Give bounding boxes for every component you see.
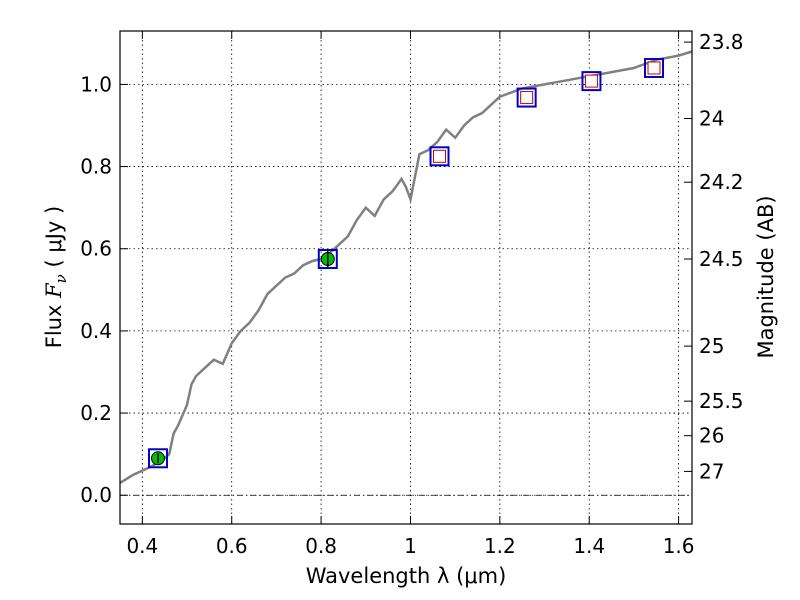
y-tick-label: 0.0 bbox=[80, 483, 112, 507]
magnitude-tick-labels: 23.8 24 24.2 24.5 25 25.5 26 27 bbox=[699, 30, 744, 483]
grid-lines bbox=[120, 31, 692, 524]
magnitude-tick-label: 24 bbox=[699, 107, 724, 131]
model-photometry-square bbox=[581, 71, 602, 92]
upper-limit-square bbox=[647, 61, 661, 75]
axis-ticks bbox=[120, 31, 692, 524]
model-photometry-square bbox=[429, 146, 450, 167]
model-photometry-square bbox=[317, 249, 338, 270]
y-axis-label-main: Flux bbox=[42, 298, 66, 348]
x-tick-labels: 0.4 0.6 0.8 1 1.2 1.4 1.6 bbox=[126, 534, 694, 558]
y-tick-label: 1.0 bbox=[80, 72, 112, 96]
y-tick-labels: 0.0 0.2 0.4 0.6 0.8 1.0 bbox=[80, 72, 112, 507]
magnitude-tick-label: 25.5 bbox=[699, 389, 744, 413]
x-tick-label: 1.2 bbox=[484, 534, 516, 558]
upper-limit-square bbox=[584, 74, 598, 88]
y-axis-label-math: F bbox=[42, 282, 66, 299]
magnitude-tick-label: 24.2 bbox=[699, 170, 744, 194]
upper-limit-square bbox=[433, 149, 447, 163]
model-photometry-square bbox=[644, 57, 665, 78]
y-axis-label-units: ( μJy ) bbox=[42, 206, 66, 274]
y-axis-label: Flux Fν ( μJy ) bbox=[42, 206, 70, 348]
x-tick-label: 0.4 bbox=[126, 534, 158, 558]
photometry-markers bbox=[147, 57, 665, 469]
x-axis-label: Wavelength λ (μm) bbox=[306, 564, 507, 588]
upper-limit-square bbox=[520, 91, 534, 105]
magnitude-tick-label: 27 bbox=[699, 459, 724, 483]
y-tick-label: 0.4 bbox=[80, 319, 112, 343]
x-tick-label: 0.8 bbox=[305, 534, 337, 558]
model-photometry-square bbox=[147, 448, 168, 469]
y-tick-label: 0.6 bbox=[80, 237, 112, 261]
magnitude-tick-label: 25 bbox=[699, 334, 724, 358]
model-sed-line bbox=[119, 50, 693, 484]
plot-frame bbox=[119, 30, 693, 525]
x-tick-label: 1.4 bbox=[573, 534, 605, 558]
y-tick-label: 0.8 bbox=[80, 155, 112, 179]
magnitude-tick-label: 24.5 bbox=[699, 247, 744, 271]
y-axis-label-sub: ν bbox=[52, 274, 70, 283]
x-tick-label: 0.6 bbox=[216, 534, 248, 558]
x-tick-label: 1 bbox=[404, 534, 417, 558]
magnitude-tick-label: 26 bbox=[699, 424, 724, 448]
model-photometry-square bbox=[516, 87, 537, 108]
y2-axis-label: Magnitude (AB) bbox=[754, 195, 778, 358]
y-tick-label: 0.2 bbox=[80, 401, 112, 425]
x-tick-label: 1.6 bbox=[663, 534, 695, 558]
magnitude-tick-label: 23.8 bbox=[699, 30, 744, 54]
